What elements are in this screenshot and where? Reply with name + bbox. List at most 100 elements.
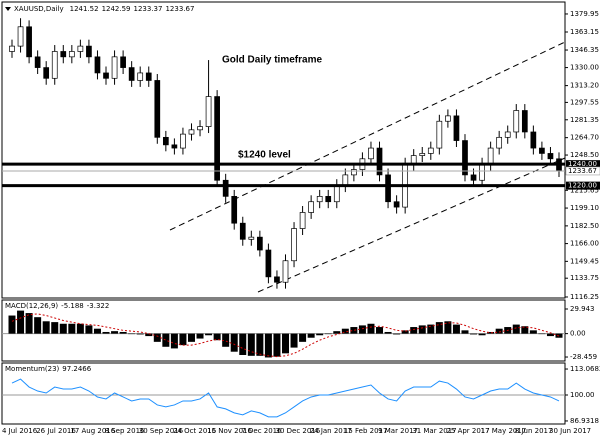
candle-body: [504, 131, 511, 138]
y-tick-label: 1281.35: [570, 116, 599, 124]
candle-body: [86, 45, 92, 58]
y-tick-label: -28.459: [570, 353, 597, 361]
y-tick-label: 1346.35: [570, 46, 599, 54]
candle-body: [68, 51, 75, 58]
readout: -3.322: [87, 302, 110, 310]
x-tick-label: 25 Apr 2017: [446, 427, 489, 435]
candle-body: [103, 72, 109, 79]
readout: 97.2466: [62, 365, 91, 373]
candle-body: [51, 51, 58, 79]
y-tick-label: 1297.55: [570, 98, 599, 106]
macd-bar: [427, 324, 435, 334]
indicator-title: MACD(12,26,9): [5, 302, 58, 310]
y-tick-label: 113.0682: [570, 365, 600, 373]
candle-body: [120, 56, 126, 68]
macd-bar: [521, 326, 529, 334]
level-label: 1220.00: [568, 182, 597, 190]
macd-bar: [512, 324, 520, 334]
macd-bar: [59, 323, 67, 334]
y-tick-label: 1379.95: [570, 10, 599, 18]
candle-body: [316, 196, 323, 203]
readout: 1241.52: [70, 5, 99, 13]
x-tick-label: 26 Jul 2016: [36, 427, 76, 435]
macd-bar: [213, 333, 221, 341]
macd-bar: [307, 333, 315, 338]
momentum-header: Momentum(23) 97.2466: [5, 365, 92, 373]
x-tick-label: 30 Dec 2016: [276, 427, 321, 435]
candle-body: [111, 56, 118, 79]
candle-body: [145, 72, 152, 81]
macd-bar: [239, 333, 247, 355]
annotation: $1240 level: [238, 150, 291, 161]
x-tick-label: 30 Jun 2017: [549, 427, 591, 435]
x-tick-label: 8 Sep 2016: [105, 427, 145, 435]
candle-body: [171, 144, 178, 149]
candle-body: [180, 133, 186, 149]
macd-bar: [358, 325, 366, 334]
x-tick-label: 9 Mar 2017: [378, 427, 418, 435]
candle-body: [419, 153, 426, 156]
x-tick-label: 17 Aug 2016: [70, 427, 115, 435]
macd-bar: [444, 321, 452, 334]
y-tick-label: 1116.25: [570, 293, 599, 301]
candle-body: [530, 131, 537, 149]
macd-header: MACD(12,26,9) -5.188 -3.322: [5, 302, 109, 310]
x-tick-label: 30 Sep 2016: [139, 427, 184, 435]
macd-bar: [196, 333, 204, 339]
readout: 1233.67: [165, 5, 194, 13]
y-tick-label: 29.943: [570, 305, 595, 313]
macd-bar: [170, 333, 178, 349]
macd-bar: [264, 333, 272, 358]
macd-bar: [205, 333, 213, 336]
candle-body: [453, 115, 460, 141]
candle-body: [462, 140, 468, 176]
macd-bar: [324, 333, 332, 335]
macd-bar: [401, 330, 409, 334]
candle-body: [308, 201, 314, 213]
macd-bar: [384, 331, 392, 334]
macd-bar: [17, 310, 25, 334]
candle-body: [162, 136, 169, 146]
macd-bar: [529, 330, 537, 334]
macd-bar: [42, 321, 50, 334]
candle-body: [9, 45, 15, 52]
macd-bar: [93, 328, 101, 334]
readout: 1233.37: [134, 5, 163, 13]
candle-body: [205, 96, 212, 127]
macd-bar: [273, 333, 281, 357]
level-box: [566, 160, 600, 169]
macd-bar: [470, 333, 478, 335]
candle-body: [479, 163, 485, 181]
x-tick-label: 7 Dec 2016: [241, 427, 282, 435]
y-tick-label: 1363.15: [570, 28, 599, 36]
candle-body: [17, 26, 24, 47]
macd-bar: [546, 333, 554, 337]
x-tick-label: 4 Jul 2016: [2, 427, 38, 435]
candle-body: [436, 120, 443, 149]
candle-body: [137, 72, 144, 81]
macd-bar: [76, 323, 84, 334]
annotation: Gold Daily timeframe: [222, 55, 322, 66]
macd-bar: [247, 333, 255, 356]
macd-bar: [290, 333, 298, 348]
candle-body: [427, 147, 434, 154]
macd-bar: [222, 333, 230, 347]
candle-body: [333, 185, 340, 203]
readout: 1242.59: [102, 5, 131, 13]
x-tick-label: 15 Nov 2016: [207, 427, 252, 435]
header: XAUUSD,Daily 1241.52 1242.59 1233.37 1233.67: [14, 5, 194, 13]
readout: -5.188: [61, 302, 84, 310]
candle-body: [274, 276, 280, 283]
macd-bar: [230, 333, 238, 352]
y-tick-label: 100.00: [570, 391, 595, 399]
y-tick-label: 1215.65: [570, 186, 599, 194]
candle-body: [291, 228, 297, 262]
candle-body: [188, 129, 195, 135]
indicator-title: Momentum(23): [5, 365, 60, 373]
macd-bar: [495, 328, 503, 334]
macd-bar: [85, 325, 93, 334]
macd-bar: [316, 333, 324, 336]
candle-body: [222, 179, 229, 197]
macd-bar: [187, 333, 195, 342]
